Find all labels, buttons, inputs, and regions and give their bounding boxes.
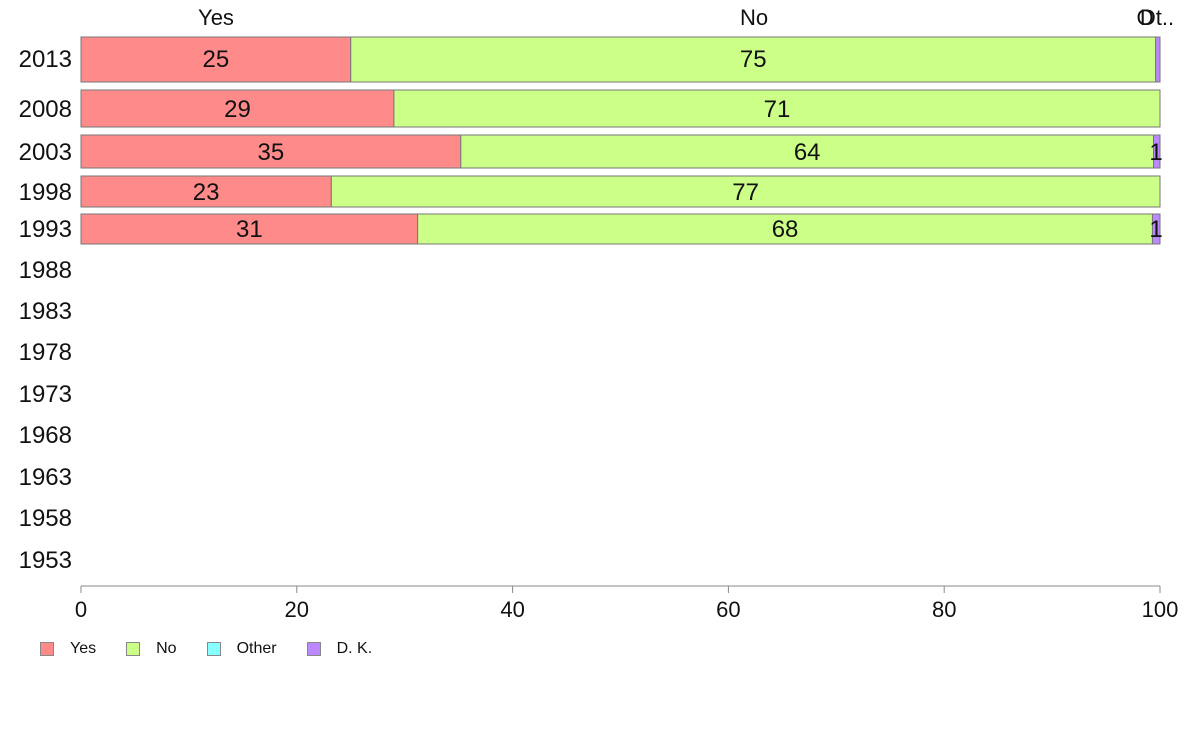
series-top-label: No bbox=[740, 5, 768, 30]
x-tick-label: 40 bbox=[500, 597, 524, 622]
category-label: 2008 bbox=[19, 96, 72, 123]
data-label: 75 bbox=[740, 46, 767, 73]
series-top-label: Yes bbox=[198, 5, 234, 30]
legend-swatch-no bbox=[126, 642, 141, 656]
x-tick-label: 60 bbox=[716, 597, 740, 622]
data-label: 23 bbox=[193, 179, 220, 206]
bar-segment-yes bbox=[80, 89, 395, 128]
x-tick-label: 20 bbox=[285, 597, 309, 622]
bar-segment-dk bbox=[1155, 36, 1161, 83]
legend-label-yes: Yes bbox=[70, 640, 97, 657]
data-label: 64 bbox=[794, 139, 821, 166]
category-label: 1963 bbox=[19, 464, 72, 491]
data-label: 1 bbox=[1149, 216, 1162, 243]
data-label: 1 bbox=[1149, 139, 1162, 166]
bar-segment-dk bbox=[1153, 134, 1161, 169]
legend-label-no: No bbox=[156, 640, 177, 657]
data-label: 71 bbox=[764, 96, 791, 123]
legend-label-other: Other bbox=[236, 640, 277, 657]
category-label: 2003 bbox=[19, 139, 72, 166]
series-top-label: Dt.. bbox=[1140, 5, 1174, 30]
category-label: 1978 bbox=[19, 339, 72, 366]
bar-segment-dk bbox=[1151, 213, 1161, 245]
bar-segment-no bbox=[417, 213, 1153, 245]
legend-swatch-dk bbox=[306, 642, 321, 656]
category-label: 1993 bbox=[19, 216, 72, 243]
category-label: 2013 bbox=[19, 46, 72, 73]
bar-segment-no bbox=[460, 134, 1155, 169]
data-label: 31 bbox=[236, 216, 263, 243]
legend-item-dk: D. K. bbox=[306, 640, 373, 658]
legend-item-other: Other bbox=[206, 640, 277, 658]
bar-segment-yes bbox=[80, 134, 462, 169]
data-label: 68 bbox=[772, 216, 799, 243]
bar-segment-yes bbox=[80, 213, 419, 245]
x-tick-label: 0 bbox=[75, 597, 87, 622]
data-label: 77 bbox=[732, 179, 759, 206]
category-label: 1998 bbox=[19, 179, 72, 206]
series-top-label: O bbox=[1136, 5, 1153, 30]
category-label: 1953 bbox=[19, 547, 72, 574]
x-tick-label: 100 bbox=[1142, 597, 1179, 622]
bar-segment-yes bbox=[80, 175, 332, 208]
legend-swatch-yes bbox=[40, 642, 54, 656]
category-label: 1988 bbox=[19, 257, 72, 284]
bar-segment-no bbox=[330, 175, 1161, 208]
legend-item-yes: Yes bbox=[40, 640, 96, 658]
legend-label-dk: D. K. bbox=[336, 640, 373, 657]
data-label: 25 bbox=[203, 46, 230, 73]
category-label: 1973 bbox=[19, 381, 72, 408]
data-label: 35 bbox=[258, 139, 285, 166]
legend: Yes No Other D. K. bbox=[40, 640, 402, 658]
bar-segment-yes bbox=[80, 36, 352, 83]
bar-segment-no bbox=[350, 36, 1157, 83]
x-tick-label: 80 bbox=[932, 597, 956, 622]
category-label: 1968 bbox=[19, 422, 72, 449]
legend-swatch-other bbox=[206, 642, 221, 656]
category-label: 1983 bbox=[19, 298, 72, 325]
data-label: 29 bbox=[224, 96, 251, 123]
legend-item-no: No bbox=[126, 640, 177, 658]
bar-segment-no bbox=[393, 89, 1161, 128]
category-label: 1958 bbox=[19, 505, 72, 532]
